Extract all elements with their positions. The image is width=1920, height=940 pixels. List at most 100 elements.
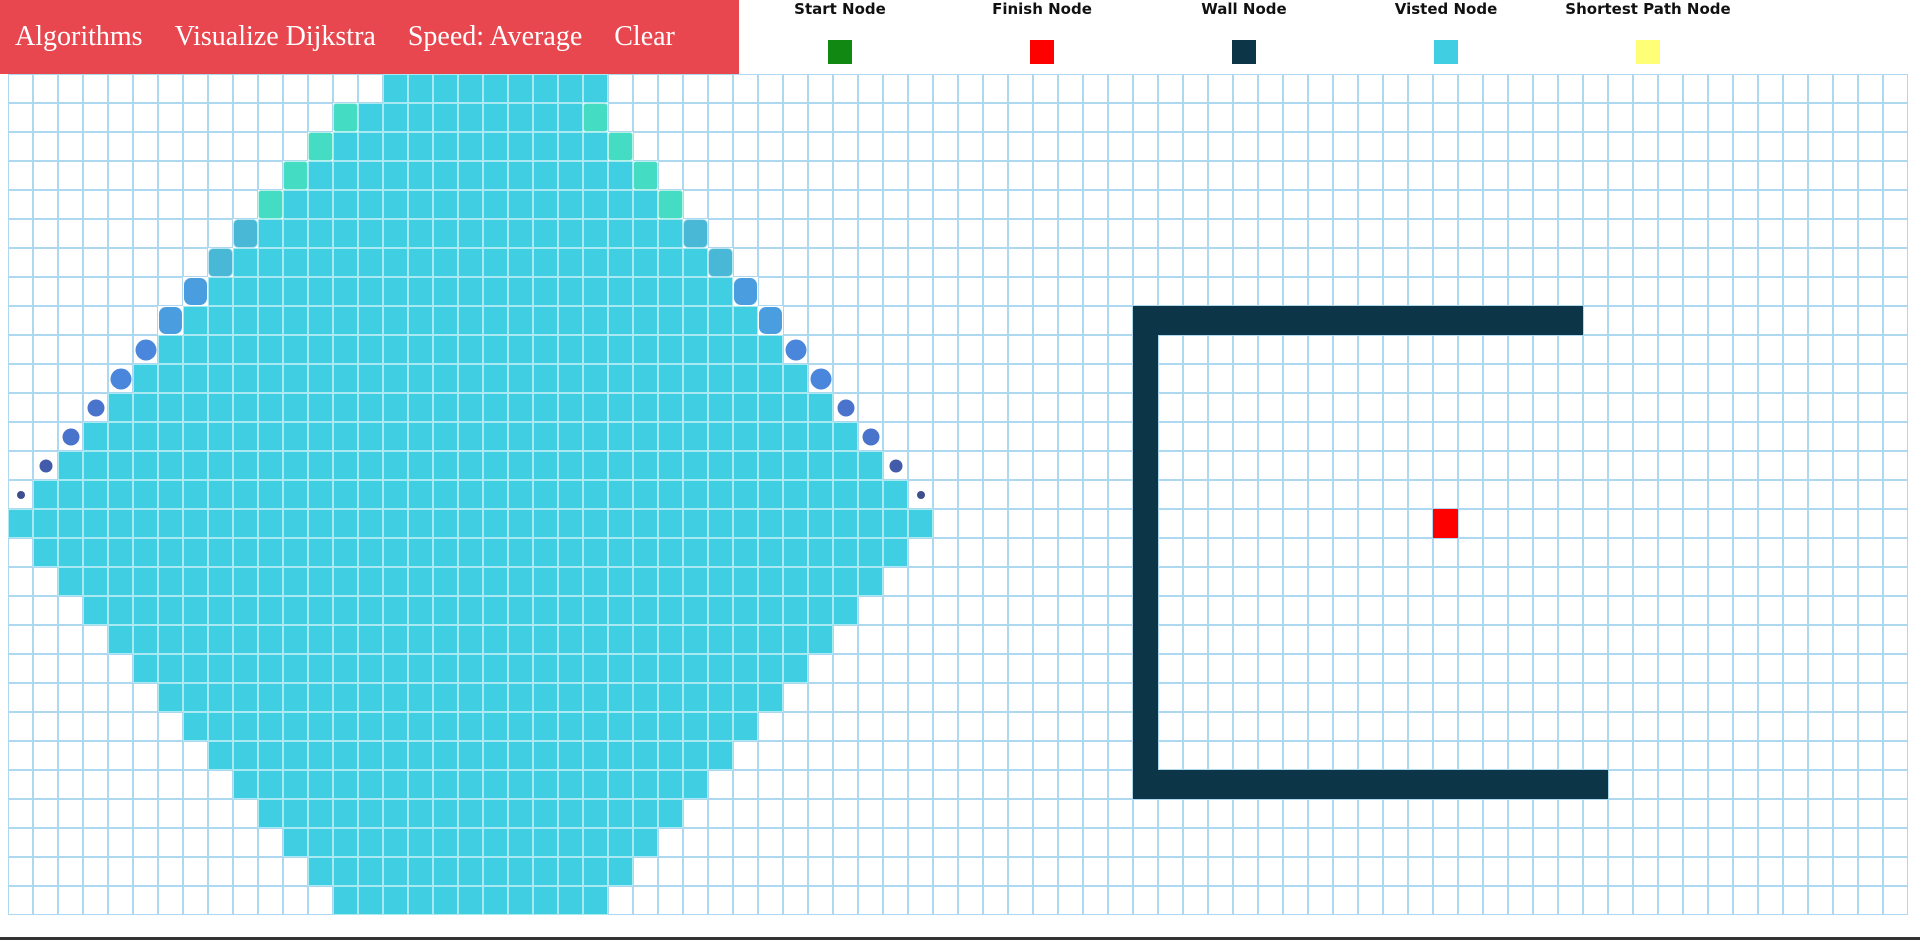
grid-node[interactable] <box>983 277 1008 306</box>
grid-node[interactable] <box>1183 567 1208 596</box>
grid-node[interactable] <box>908 596 933 625</box>
visited-node[interactable] <box>483 567 508 596</box>
grid-node[interactable] <box>1233 741 1258 770</box>
visited-node[interactable] <box>683 683 708 712</box>
grid-node[interactable] <box>1008 596 1033 625</box>
grid-node[interactable] <box>1058 596 1083 625</box>
visited-node[interactable] <box>658 596 683 625</box>
grid-node[interactable] <box>1533 219 1558 248</box>
grid-node[interactable] <box>1483 451 1508 480</box>
visited-node[interactable] <box>533 161 558 190</box>
grid-node[interactable] <box>1608 190 1633 219</box>
grid-node[interactable] <box>33 828 58 857</box>
visited-node[interactable] <box>258 538 283 567</box>
visited-node[interactable] <box>383 103 408 132</box>
grid-node[interactable] <box>1758 393 1783 422</box>
grid-node[interactable] <box>33 886 58 915</box>
grid-node[interactable] <box>1108 886 1133 915</box>
grid-node[interactable] <box>1208 422 1233 451</box>
grid-node[interactable] <box>1783 712 1808 741</box>
grid-node[interactable] <box>1283 277 1308 306</box>
grid-node[interactable] <box>1233 857 1258 886</box>
grid-node[interactable] <box>1808 741 1833 770</box>
grid-node[interactable] <box>1683 625 1708 654</box>
grid-node[interactable] <box>8 886 33 915</box>
grid-node[interactable] <box>133 828 158 857</box>
visited-node[interactable] <box>508 364 533 393</box>
visited-node[interactable] <box>483 828 508 857</box>
visited-node[interactable] <box>558 770 583 799</box>
grid-node[interactable] <box>933 596 958 625</box>
grid-node[interactable] <box>883 886 908 915</box>
visited-node[interactable] <box>433 886 458 915</box>
visited-node[interactable] <box>458 538 483 567</box>
grid-node[interactable] <box>1608 625 1633 654</box>
grid-node[interactable] <box>1733 74 1758 103</box>
grid-node[interactable] <box>808 103 833 132</box>
visited-node[interactable] <box>308 538 333 567</box>
grid-node[interactable] <box>1158 277 1183 306</box>
visited-node[interactable] <box>383 480 408 509</box>
grid-node[interactable] <box>283 74 308 103</box>
visited-node[interactable] <box>433 654 458 683</box>
grid-node[interactable] <box>1158 712 1183 741</box>
grid-node[interactable] <box>1133 219 1158 248</box>
grid-node[interactable] <box>733 857 758 886</box>
grid-node[interactable] <box>1083 596 1108 625</box>
grid-node[interactable] <box>8 190 33 219</box>
grid-node[interactable] <box>1783 683 1808 712</box>
grid-node[interactable] <box>1808 625 1833 654</box>
grid-node[interactable] <box>1058 654 1083 683</box>
visited-node[interactable] <box>258 335 283 364</box>
grid-node[interactable] <box>1083 538 1108 567</box>
grid-node[interactable] <box>1433 799 1458 828</box>
grid-node[interactable] <box>1633 364 1658 393</box>
grid-node[interactable] <box>1833 480 1858 509</box>
grid-node[interactable] <box>1608 654 1633 683</box>
grid-node[interactable] <box>1658 277 1683 306</box>
grid-node[interactable] <box>758 828 783 857</box>
grid-node[interactable] <box>1683 219 1708 248</box>
visited-node[interactable] <box>633 219 658 248</box>
grid-node[interactable] <box>158 712 183 741</box>
grid-node[interactable] <box>1808 364 1833 393</box>
grid-node[interactable] <box>1658 567 1683 596</box>
grid-node[interactable] <box>1258 625 1283 654</box>
grid-node[interactable] <box>1158 799 1183 828</box>
grid-node[interactable] <box>1033 741 1058 770</box>
grid-node[interactable] <box>1283 393 1308 422</box>
visited-node[interactable] <box>358 828 383 857</box>
visited-node[interactable] <box>283 567 308 596</box>
wall-node[interactable] <box>1133 654 1158 683</box>
grid-node[interactable] <box>883 654 908 683</box>
visited-node[interactable] <box>333 799 358 828</box>
grid-node[interactable] <box>133 683 158 712</box>
grid-node[interactable] <box>1183 277 1208 306</box>
grid-node[interactable] <box>1758 654 1783 683</box>
visited-node[interactable] <box>258 480 283 509</box>
wall-node[interactable] <box>1408 770 1433 799</box>
grid-node[interactable] <box>1383 132 1408 161</box>
grid-node[interactable] <box>1658 596 1683 625</box>
grid-node[interactable] <box>1758 799 1783 828</box>
grid-node[interactable] <box>233 103 258 132</box>
visited-node[interactable] <box>758 364 783 393</box>
grid-node[interactable] <box>1408 712 1433 741</box>
grid-node[interactable] <box>1383 480 1408 509</box>
grid-node[interactable] <box>1758 277 1783 306</box>
grid-node[interactable] <box>1883 74 1908 103</box>
grid-node[interactable] <box>1608 886 1633 915</box>
grid-node[interactable] <box>1783 509 1808 538</box>
grid-node[interactable] <box>1158 335 1183 364</box>
grid-node[interactable] <box>1333 886 1358 915</box>
grid-node[interactable] <box>1208 161 1233 190</box>
grid-node[interactable] <box>1183 335 1208 364</box>
visited-node[interactable] <box>508 190 533 219</box>
visited-node[interactable] <box>133 451 158 480</box>
visited-node[interactable] <box>433 799 458 828</box>
grid-node[interactable] <box>1333 364 1358 393</box>
grid-node[interactable] <box>1533 654 1558 683</box>
grid-node[interactable] <box>1583 886 1608 915</box>
grid-node[interactable] <box>1283 74 1308 103</box>
visited-node[interactable] <box>133 509 158 538</box>
